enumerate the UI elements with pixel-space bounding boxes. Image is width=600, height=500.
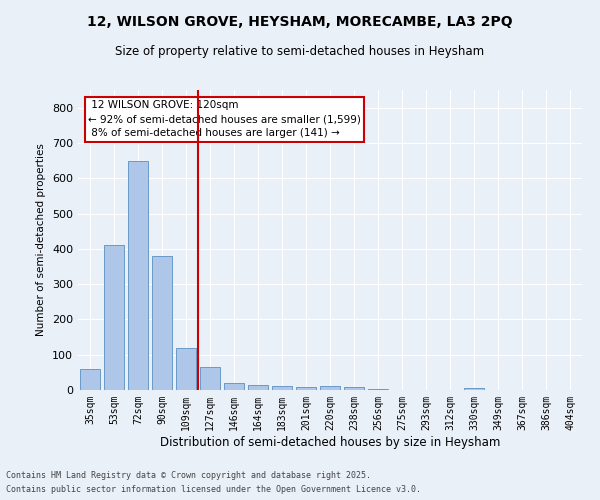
Text: 12 WILSON GROVE: 120sqm
← 92% of semi-detached houses are smaller (1,599)
 8% of: 12 WILSON GROVE: 120sqm ← 92% of semi-de… xyxy=(88,100,361,138)
Bar xyxy=(128,160,148,390)
Bar xyxy=(344,387,364,390)
Bar xyxy=(176,348,196,390)
Bar xyxy=(320,386,340,390)
X-axis label: Distribution of semi-detached houses by size in Heysham: Distribution of semi-detached houses by … xyxy=(160,436,500,448)
Bar xyxy=(464,388,484,390)
Bar xyxy=(224,383,244,390)
Bar xyxy=(200,367,220,390)
Bar xyxy=(248,384,268,390)
Text: Size of property relative to semi-detached houses in Heysham: Size of property relative to semi-detach… xyxy=(115,45,485,58)
Text: 12, WILSON GROVE, HEYSHAM, MORECAMBE, LA3 2PQ: 12, WILSON GROVE, HEYSHAM, MORECAMBE, LA… xyxy=(87,15,513,29)
Bar xyxy=(272,386,292,390)
Text: Contains HM Land Registry data © Crown copyright and database right 2025.: Contains HM Land Registry data © Crown c… xyxy=(6,470,371,480)
Bar xyxy=(152,256,172,390)
Bar xyxy=(296,387,316,390)
Bar xyxy=(80,369,100,390)
Bar xyxy=(368,388,388,390)
Bar xyxy=(104,246,124,390)
Text: Contains public sector information licensed under the Open Government Licence v3: Contains public sector information licen… xyxy=(6,486,421,494)
Y-axis label: Number of semi-detached properties: Number of semi-detached properties xyxy=(37,144,46,336)
